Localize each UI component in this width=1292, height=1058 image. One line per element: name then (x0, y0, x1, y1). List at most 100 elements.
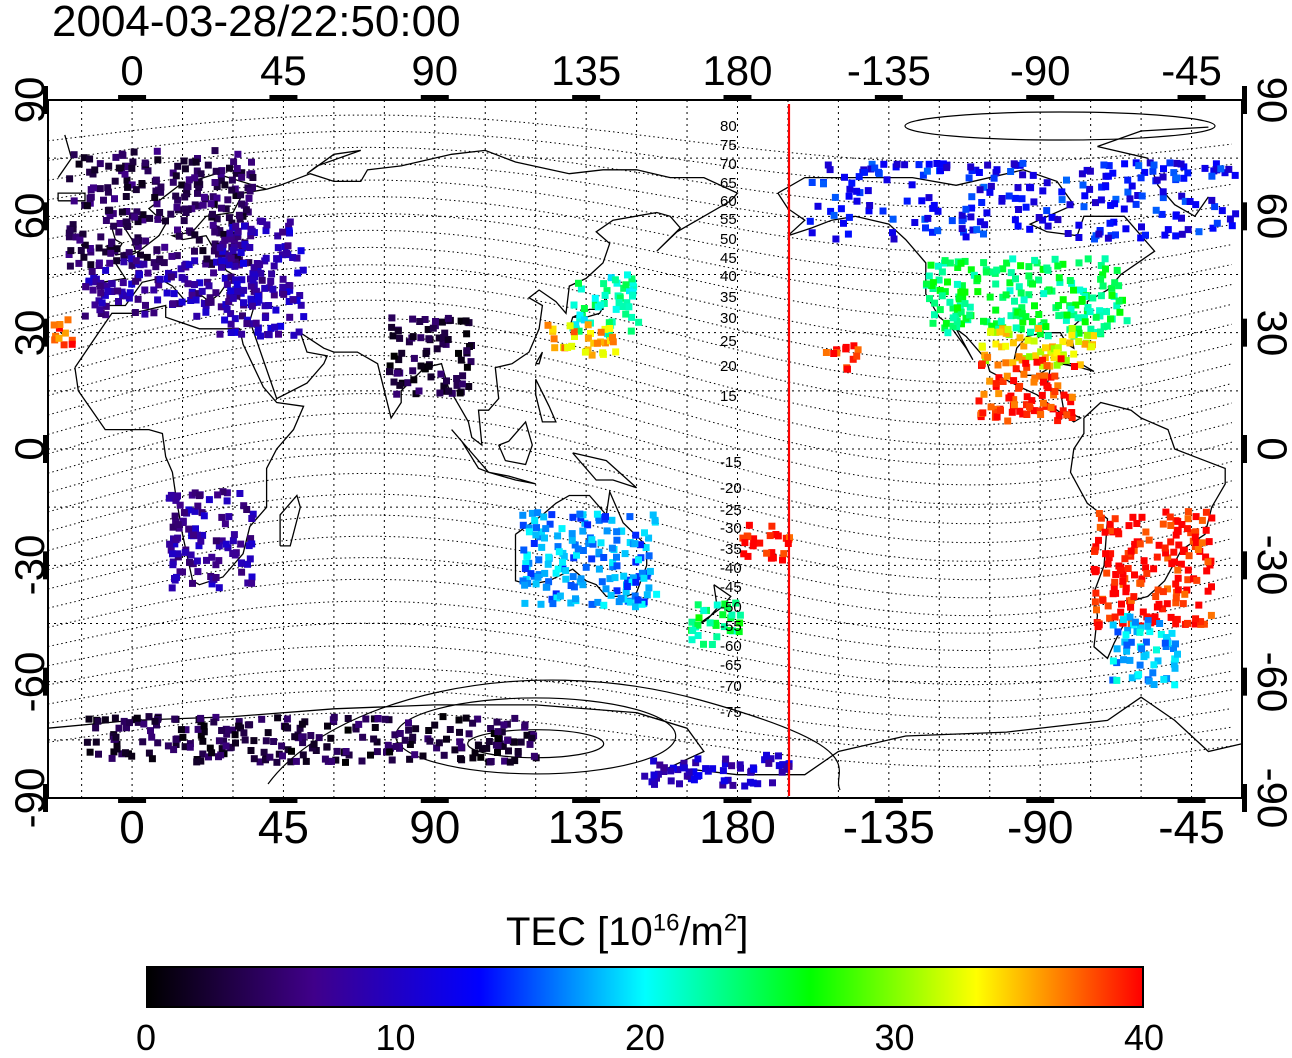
tec-cell (191, 257, 199, 265)
contour-label: 80 (720, 118, 737, 135)
tec-cell (628, 313, 636, 321)
tec-cell (1150, 161, 1158, 169)
tec-cell (1137, 174, 1145, 182)
tec-cell (169, 300, 177, 308)
tec-cell (967, 266, 975, 274)
tec-cell (215, 753, 222, 761)
tec-cell (1167, 522, 1175, 529)
tec-cell (958, 211, 966, 219)
tec-cell (139, 211, 147, 219)
tec-cell (248, 573, 256, 581)
tec-cell (548, 595, 556, 603)
tec-cell (300, 313, 308, 321)
contour-line (47, 600, 1233, 686)
tec-cell (227, 310, 235, 318)
tec-cell (179, 733, 187, 741)
tec-cell (775, 752, 782, 760)
tec-cell (1096, 523, 1104, 531)
tec-cell (438, 318, 446, 326)
tec-cell (171, 512, 179, 520)
tec-cell (216, 244, 224, 252)
tec-cell (1186, 198, 1194, 205)
tec-cell (175, 232, 183, 240)
tec-cell (66, 175, 74, 183)
tec-cell (1194, 546, 1202, 553)
tec-cell (830, 350, 838, 357)
tec-cell (185, 506, 193, 514)
tec-cell (1145, 677, 1153, 685)
tec-cell (622, 588, 630, 596)
tec-cell (241, 240, 249, 248)
tec-cell (124, 183, 132, 191)
tec-cell (258, 276, 266, 284)
tec-cell (521, 565, 529, 572)
tec-cell (601, 339, 609, 347)
tec-cell (237, 540, 245, 548)
tec-cell (185, 176, 193, 184)
tec-cell (1212, 160, 1220, 168)
tec-cell (526, 740, 534, 748)
tec-cell (172, 741, 180, 748)
tec-cell (576, 510, 584, 518)
tec-cell (767, 755, 775, 763)
tec-cell (597, 301, 605, 309)
tec-cell (953, 318, 961, 326)
tec-cell (465, 383, 473, 390)
tec-cell (440, 334, 447, 342)
tec-cell (642, 544, 650, 552)
coastline (535, 351, 544, 365)
tec-cell (1075, 259, 1083, 267)
tec-cell (919, 171, 927, 179)
tec-cell (929, 319, 937, 327)
tec-cell (721, 600, 729, 608)
tec-cell (105, 162, 113, 170)
tec-cell (967, 213, 975, 221)
tec-cell (273, 255, 281, 263)
tec-cell (218, 257, 226, 265)
tec-cell (980, 317, 987, 325)
tec-cell (927, 261, 935, 269)
tec-cell (115, 298, 122, 305)
tec-cell (226, 235, 234, 243)
tec-cell (1109, 621, 1117, 629)
tec-cell (995, 390, 1003, 398)
tec-cell (1091, 546, 1099, 554)
tec-cell (177, 265, 185, 273)
tec-cell (194, 502, 202, 510)
tec-cell (1140, 557, 1148, 565)
tec-cell (260, 748, 268, 756)
top-tick-0: 0 (120, 47, 144, 94)
tec-cell (1071, 363, 1078, 370)
tec-cell (1162, 508, 1170, 516)
tec-cell (219, 488, 227, 496)
tec-cell (187, 297, 195, 304)
frame-tick-right (1242, 86, 1247, 114)
tec-cell (181, 193, 189, 201)
tec-cell (938, 268, 946, 276)
tec-cell (102, 302, 110, 310)
tec-cell (1068, 331, 1076, 339)
tec-cell (277, 322, 285, 330)
tec-cell (501, 757, 509, 765)
tec-cell (719, 781, 727, 789)
tec-cell (228, 219, 236, 227)
tec-cell (1035, 276, 1043, 284)
tec-cell (636, 541, 644, 549)
contour-north-pole (904, 111, 1216, 141)
tec-cell (409, 315, 417, 323)
tec-cell (996, 328, 1004, 336)
tec-cell (988, 322, 996, 330)
tec-cell (1161, 231, 1169, 239)
tec-cell (441, 329, 449, 337)
tec-cell (170, 746, 178, 754)
tec-cell (223, 281, 231, 289)
tec-cell (1151, 613, 1159, 621)
tec-cell (598, 578, 606, 586)
tec-cell (224, 196, 232, 204)
tec-cell (95, 259, 103, 267)
tec-cell (680, 764, 688, 772)
tec-cell (761, 756, 769, 764)
tec-cell (210, 718, 218, 726)
tec-cell (608, 544, 616, 552)
tec-cell (1084, 255, 1092, 263)
